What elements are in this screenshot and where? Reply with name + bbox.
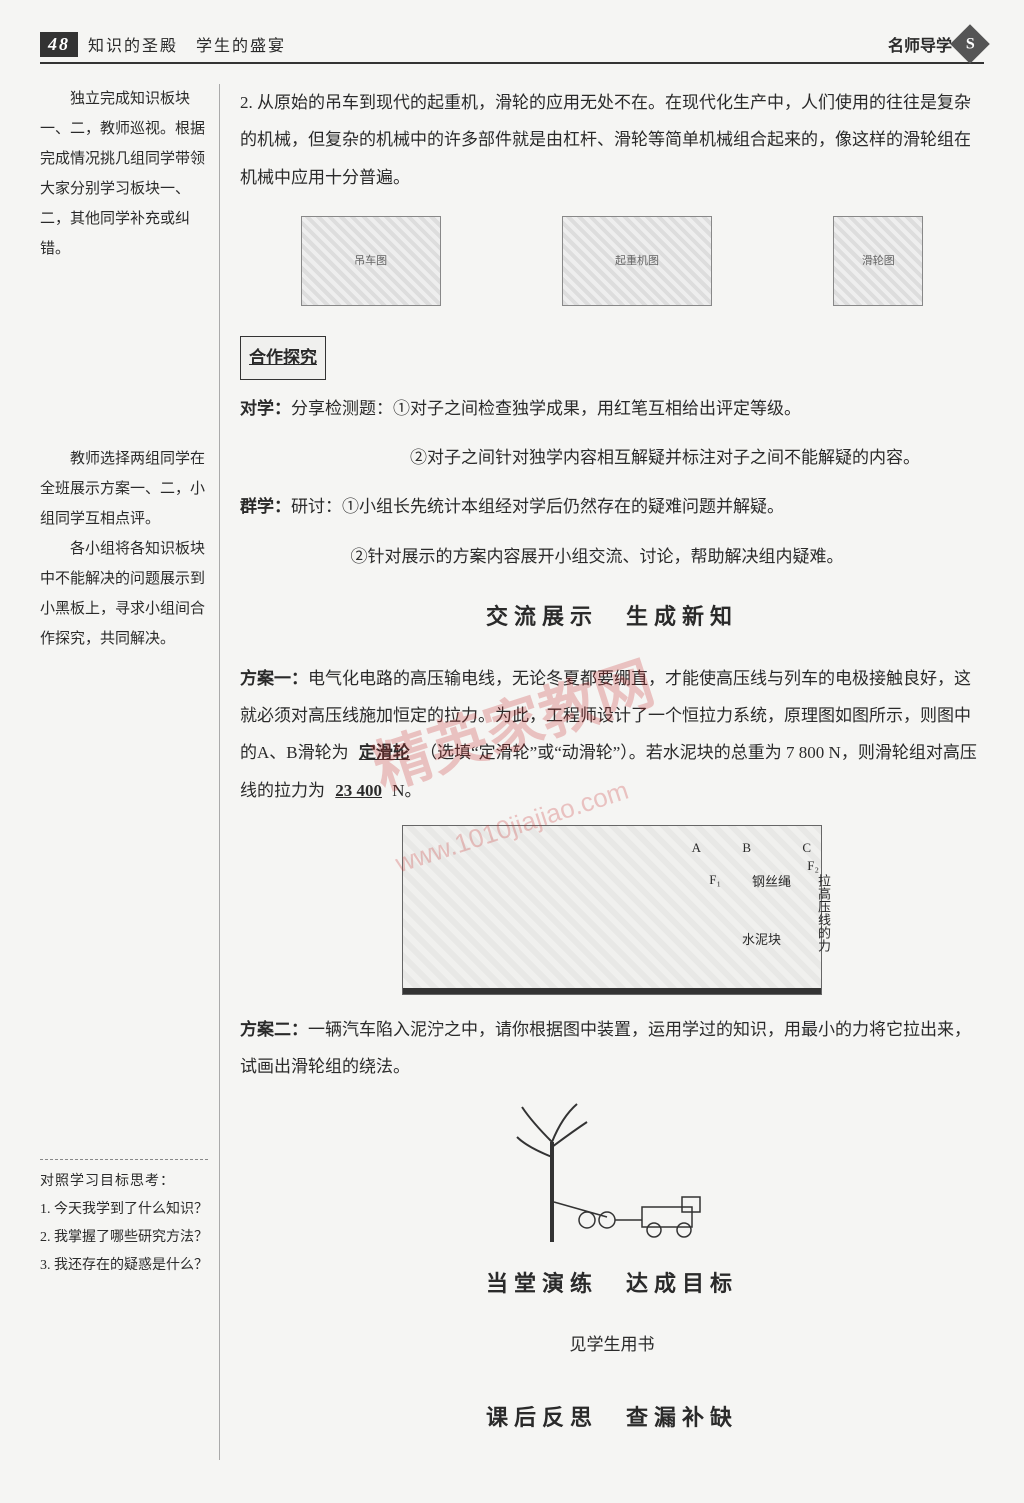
page-number: 48 — [40, 32, 78, 57]
plan2-diagram — [240, 1102, 984, 1242]
sidebar: 独立完成知识板块一、二，教师巡视。根据完成情况挑几组同学带领大家分别学习板块一、… — [40, 84, 220, 1460]
plan1-label: 方案一： — [240, 669, 308, 688]
plan2-label: 方案二： — [240, 1020, 308, 1039]
question-3: 3. 我还存在的疑惑是什么？ — [40, 1252, 208, 1280]
header-right: 名师导学 S — [888, 30, 984, 58]
plan-2: 方案二：一辆汽车陷入泥泞之中，请你根据图中装置，运用学过的知识，用最小的力将它拉… — [240, 1011, 984, 1086]
plan1-answer-2: 23 400 — [329, 781, 388, 800]
header-subtitle: 知识的圣殿 学生的盛宴 — [88, 32, 286, 56]
plan1-diagram: A B C F₁ F₂ 钢丝绳 水泥块 拉高压线的力 — [240, 825, 984, 995]
duixue-block: 对学：分享检测题：①对子之间检查独学成果，用红笔互相给出评定等级。 — [240, 390, 984, 427]
main-content: 2. 从原始的吊车到现代的起重机，滑轮的应用无处不在。在现代化生产中，人们使用的… — [240, 84, 984, 1460]
brand-logo-icon: S — [950, 24, 990, 64]
paragraph-2: 2. 从原始的吊车到现代的起重机，滑轮的应用无处不在。在现代化生产中，人们使用的… — [240, 84, 984, 196]
sidebar-note-2: 教师选择两组同学在全班展示方案一、二，小组同学互相点评。 各小组将各知识板块中不… — [40, 444, 207, 654]
crane-image-2: 起重机图 — [562, 216, 712, 306]
question-1: 1. 今天我学到了什么知识？ — [40, 1196, 208, 1224]
question-2: 2. 我掌握了哪些研究方法？ — [40, 1224, 208, 1252]
qunxue-block: 群学：研讨：①小组长先统计本组经对学后仍然存在的疑难问题并解疑。 — [240, 488, 984, 525]
brand-text: 名师导学 — [888, 32, 952, 56]
tension-system-diagram: A B C F₁ F₂ 钢丝绳 水泥块 拉高压线的力 — [402, 825, 822, 995]
qunxue-label: 群学： — [240, 497, 291, 516]
tree-truck-diagram — [512, 1102, 712, 1242]
title-reflect: 课后反思 查漏补缺 — [240, 1394, 984, 1442]
crane-image-1: 吊车图 — [301, 216, 441, 306]
qunxue-line-2: ②针对展示的方案内容展开小组交流、讨论，帮助解决组内疑难。 — [240, 538, 984, 575]
sidebar-questions: 对照学习目标思考： 1. 今天我学到了什么知识？ 2. 我掌握了哪些研究方法？ … — [40, 1159, 208, 1280]
machinery-images-row: 吊车图 起重机图 滑轮图 — [240, 216, 984, 306]
questions-title: 对照学习目标思考： — [40, 1159, 208, 1196]
section-cooperation: 合作探究 — [240, 336, 326, 379]
crane-image-3: 滑轮图 — [833, 216, 923, 306]
page-header: 48 知识的圣殿 学生的盛宴 名师导学 S — [40, 30, 984, 64]
sidebar-note-1: 独立完成知识板块一、二，教师巡视。根据完成情况挑几组同学带领大家分别学习板块一、… — [40, 84, 207, 264]
title-exchange: 交流展示 生成新知 — [240, 593, 984, 641]
duixue-line-2: ②对子之间针对独学内容相互解疑并标注对子之间不能解疑的内容。 — [240, 439, 984, 476]
header-left: 48 知识的圣殿 学生的盛宴 — [40, 32, 286, 57]
plan-1: 方案一：电气化电路的高压输电线，无论冬夏都要绷直，才能使高压线与列车的电极接触良… — [240, 660, 984, 810]
title-practice: 当堂演练 达成目标 — [240, 1260, 984, 1308]
plan1-answer-1: 定滑轮 — [353, 743, 416, 762]
duixue-label: 对学： — [240, 399, 291, 418]
practice-note: 见学生用书 — [240, 1326, 984, 1363]
